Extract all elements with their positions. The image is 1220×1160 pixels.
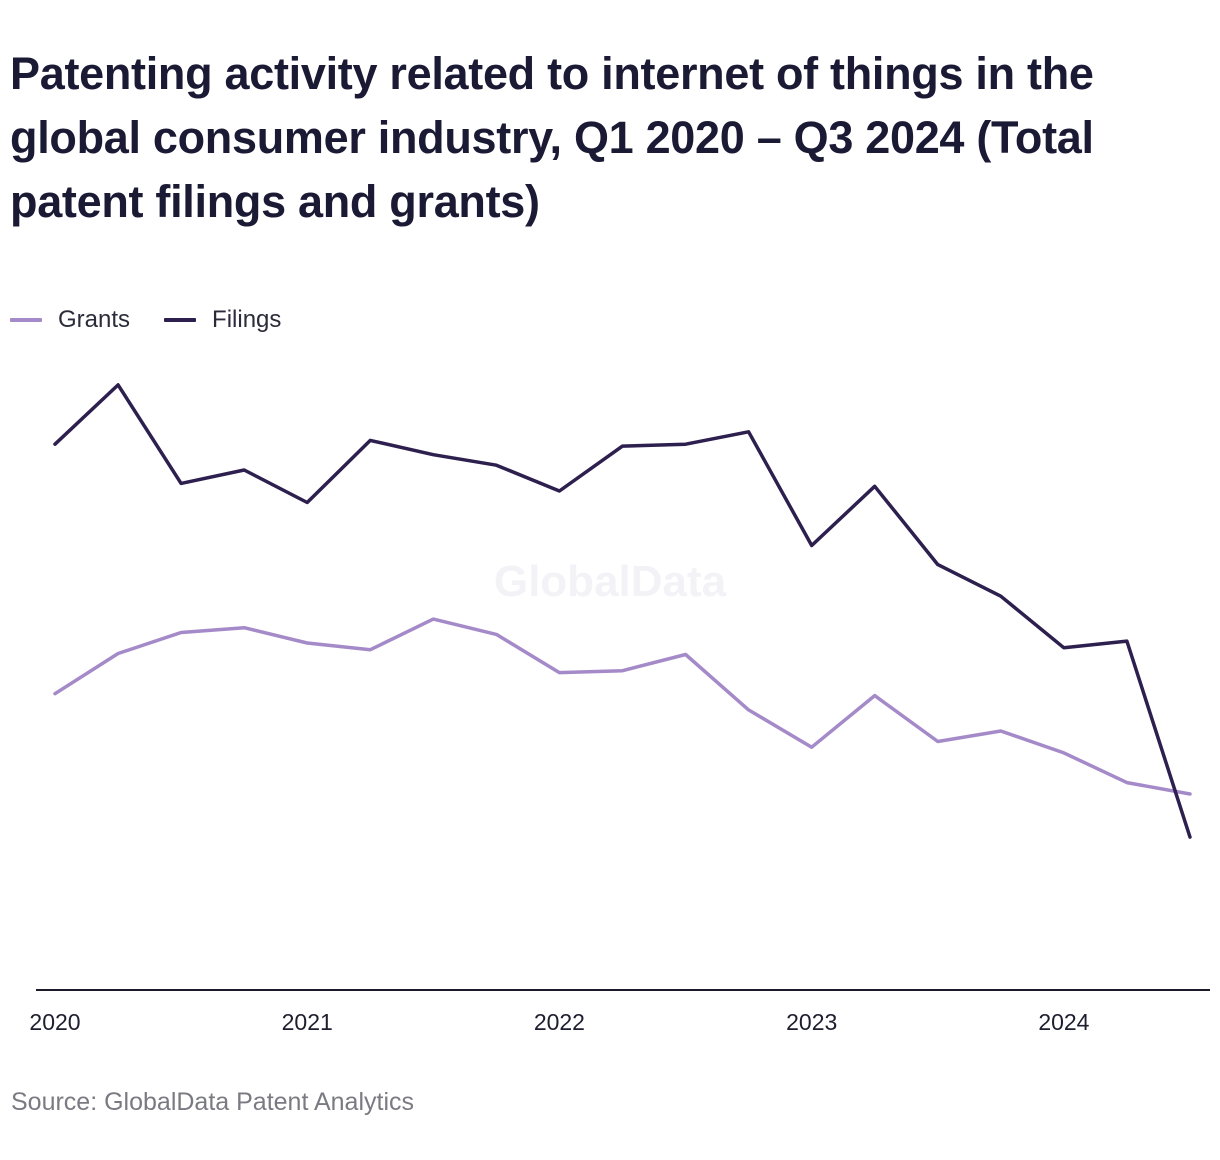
legend-swatch-filings: [164, 318, 197, 322]
x-tick-label-2021: 2021: [282, 1009, 333, 1035]
watermark: GlobalData: [494, 557, 727, 606]
x-tick-label-2022: 2022: [534, 1009, 585, 1035]
x-tick-label-2023: 2023: [786, 1009, 837, 1035]
series-line-grants: [53, 617, 1192, 796]
chart-title: Patenting activity related to internet o…: [10, 48, 1094, 227]
legend-item-filings: Filings: [164, 306, 281, 334]
legend-label-grants: Grants: [58, 306, 131, 333]
series-line-filings: [53, 383, 1192, 839]
legend: Grants Filings: [10, 306, 315, 334]
legend-label-filings: Filings: [212, 306, 282, 333]
source-note: Source: GlobalData Patent Analytics: [11, 1088, 415, 1116]
x-tick-label-2024: 2024: [1038, 1009, 1089, 1035]
series-layer: [53, 383, 1192, 839]
legend-swatch-grants: [10, 318, 42, 322]
x-tick-label-2020: 2020: [29, 1009, 80, 1035]
x-tick-layer: 2020 2021 2022 2023 2024: [29, 1009, 1089, 1035]
legend-item-grants: Grants: [10, 306, 130, 334]
